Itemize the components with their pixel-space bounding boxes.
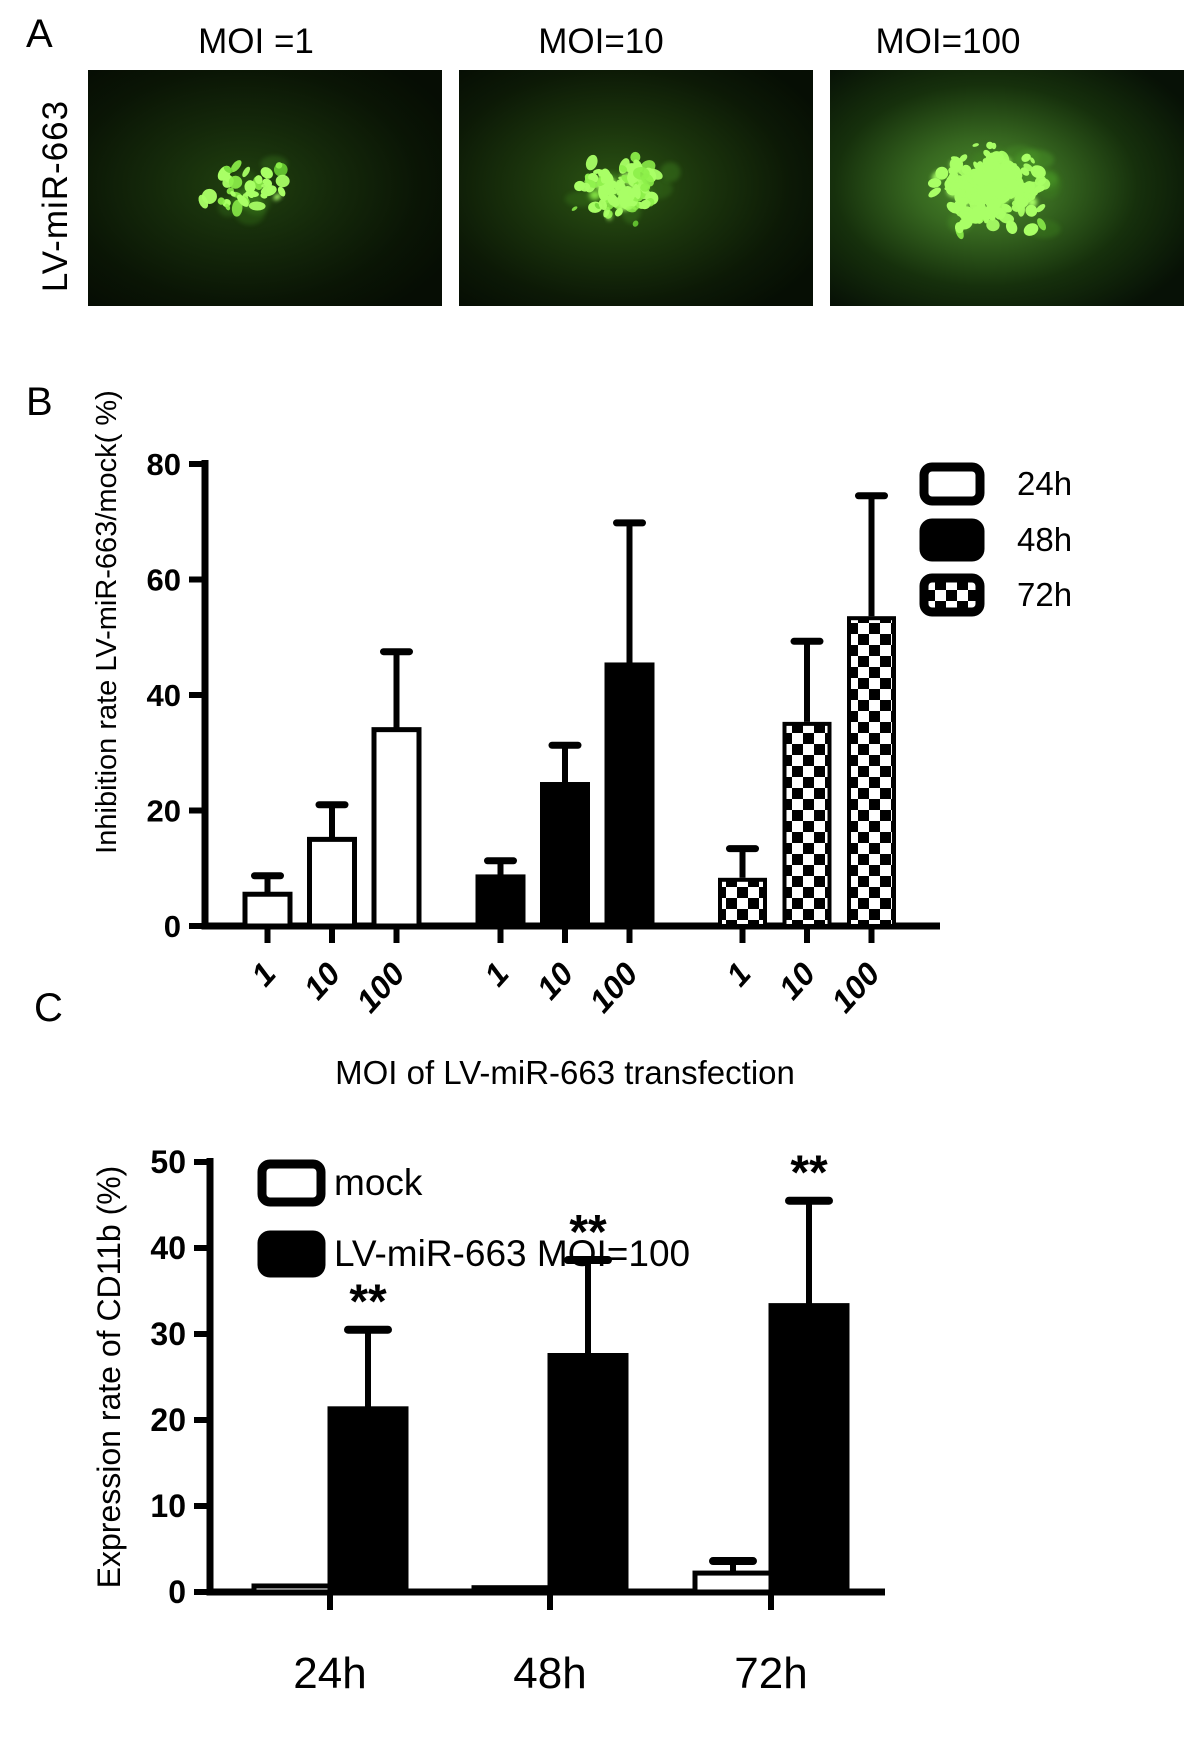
y-tick-label: 20	[147, 794, 181, 829]
fluorescence-micrograph-moi100	[830, 70, 1184, 306]
legend-swatch-72h	[919, 573, 985, 617]
y-axis-label: Expression rate of CD11b (%)	[91, 1166, 127, 1589]
y-tick-label: 0	[168, 1574, 186, 1610]
legend-label-24h: 24h	[1017, 465, 1072, 502]
y-tick-label: 40	[147, 678, 181, 713]
bar-mock-24h	[251, 1583, 333, 1595]
fluorescent-cells	[198, 155, 290, 225]
legend-swatch-48h	[919, 518, 985, 562]
micrograph-title-moi10: MOI=10	[538, 22, 664, 61]
micrograph-canvas	[88, 70, 442, 306]
bar-72h-moi1	[718, 877, 767, 928]
x-tick-label: 10	[530, 955, 581, 1006]
panel-b-label: B	[26, 380, 53, 424]
significance-marker: **	[569, 1206, 607, 1259]
legend-label-72h: 72h	[1017, 576, 1072, 613]
panel-a-label: A	[26, 12, 53, 56]
x-axis-label: MOI of LV-miR-663 transfection	[335, 1054, 795, 1091]
panel-c-label: C	[34, 986, 63, 1030]
x-tick-label: 100	[349, 955, 412, 1019]
bar-48h-moi100	[604, 662, 655, 929]
y-tick-label: 20	[150, 1402, 186, 1438]
micrograph-canvas	[830, 70, 1184, 306]
y-axis-label: Inhibition rate LV-miR-663/mock( %)	[91, 390, 123, 854]
significance-marker: **	[349, 1276, 387, 1329]
bar-24h-moi10	[307, 836, 357, 929]
micrograph-title-moi100: MOI=100	[875, 22, 1021, 61]
y-tick-label: 0	[164, 909, 181, 944]
x-tick-label: 1	[244, 956, 283, 993]
x-tick-label: 10	[297, 955, 348, 1006]
x-tick-label: 72h	[734, 1649, 807, 1698]
bar-48h-moi10	[540, 782, 590, 929]
bar-LV-miR-663 MOI=100-48h	[547, 1353, 629, 1595]
bar-mock-72h	[692, 1570, 774, 1595]
fluorescent-cells	[564, 151, 681, 227]
y-tick-label: 80	[147, 447, 181, 482]
legend-label-48h: 48h	[1017, 521, 1072, 558]
x-tick-label: 100	[582, 955, 645, 1019]
legend-swatch-24h	[919, 462, 985, 506]
bar-mock-48h	[471, 1585, 553, 1595]
bar-72h-moi10	[782, 721, 832, 928]
legend: 24h 48h 72h	[919, 462, 1072, 617]
legend-label-mock: mock	[334, 1162, 423, 1203]
significance-marker: **	[790, 1147, 828, 1200]
x-tick-label: 24h	[293, 1649, 366, 1698]
x-tick-label: 1	[719, 956, 758, 993]
bar-72h-moi100	[847, 616, 896, 928]
x-tick-label: 100	[824, 955, 887, 1019]
y-tick-label: 30	[150, 1316, 186, 1352]
bar-24h-moi100	[371, 727, 422, 929]
bar-48h-moi1	[475, 874, 526, 929]
y-tick-label: 10	[150, 1488, 186, 1524]
bar-LV-miR-663 MOI=100-72h	[768, 1303, 850, 1595]
panel-b-inhibition-chart: 0 20 40 60 80 Inhibition rate LV-miR-663/mock…	[91, 390, 1072, 1091]
legend-swatch-lv-mir-663	[257, 1230, 326, 1278]
y-tick-label: 60	[147, 563, 181, 598]
micrograph-title-moi1: MOI =1	[198, 22, 314, 61]
x-tick-label: 1	[477, 956, 516, 993]
y-tick-label: 50	[150, 1144, 186, 1180]
lv-mir-663-row-label: LV-miR-663	[36, 99, 75, 293]
bar-LV-miR-663 MOI=100-24h	[327, 1406, 409, 1595]
bar-24h-moi1	[242, 891, 293, 929]
fluorescent-cells	[927, 141, 1062, 240]
panel-c-cd11b-chart: 0 10 20 30 40 50 Expression rate of CD11b (%) 2…	[91, 1144, 885, 1698]
fluorescence-micrograph-moi10	[459, 70, 813, 306]
x-tick-label: 10	[772, 955, 823, 1006]
x-tick-label: 48h	[513, 1649, 586, 1698]
y-tick-label: 40	[150, 1230, 186, 1266]
fluorescence-micrograph-moi1	[88, 70, 442, 306]
legend-label-lv-mir-663: LV-miR-663 MOI=100	[334, 1233, 690, 1274]
micrograph-canvas	[459, 70, 813, 306]
legend: mock LV-miR-663 MOI=100	[257, 1159, 690, 1278]
legend-swatch-mock	[257, 1159, 326, 1207]
